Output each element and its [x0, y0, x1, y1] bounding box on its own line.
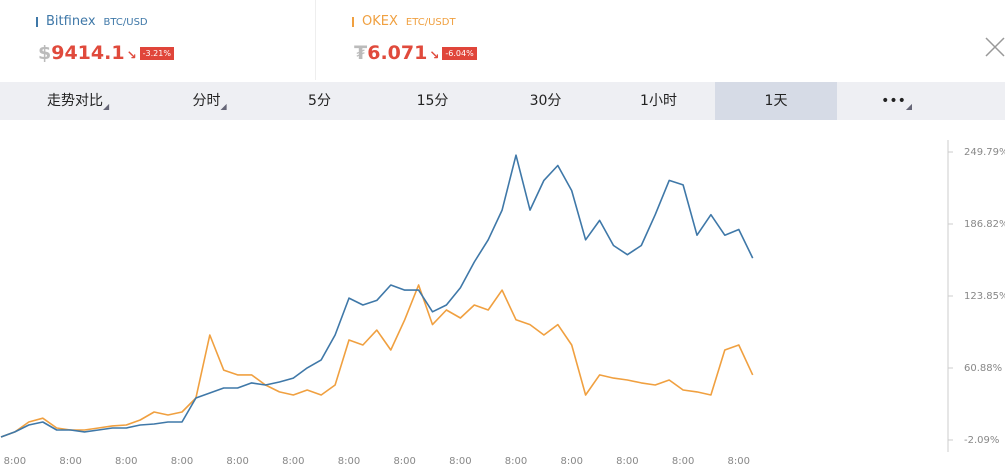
- tab-label: •••: [881, 93, 906, 109]
- tab-label: 30分: [529, 93, 562, 109]
- x-tick-label: 8:00: [282, 456, 304, 464]
- ticker-price-row: ₮6.071 ↘ -6.04%: [354, 42, 477, 64]
- ticker-price-row: $9414.1 ↘ -3.21%: [38, 42, 174, 64]
- x-tick-label: 8:00: [59, 456, 81, 464]
- tab-label: 15分: [416, 93, 449, 109]
- y-tick-label: -2.09%: [964, 435, 999, 446]
- x-tick-label: 8:00: [338, 456, 360, 464]
- x-tick-label: 8:00: [4, 456, 26, 464]
- y-tick-label: 123.85%: [964, 291, 1005, 302]
- change-badge: -3.21%: [139, 47, 174, 60]
- ticker-name: OKEX: [362, 14, 398, 29]
- x-tick-label: 8:00: [560, 456, 582, 464]
- tab[interactable]: 30分: [489, 82, 602, 120]
- color-bar: [36, 16, 38, 27]
- tab[interactable]: 5分: [263, 82, 376, 120]
- ticker-name-row: OKEX ETC/USDT: [352, 14, 456, 29]
- price: 6.071: [367, 42, 428, 64]
- y-tick-label: 249.79%: [964, 147, 1005, 158]
- x-tick-label: 8:00: [728, 456, 750, 464]
- tab-bar: 走势对比 ◢ 分时 ◢ 5分 15分 30分 1小时 1天 ••• ◢: [0, 82, 1005, 120]
- down-arrow: ↘: [429, 48, 440, 62]
- ticker: Bitfinex BTC/USD $9414.1 ↘ -3.21%: [0, 0, 316, 80]
- tab[interactable]: ••• ◢: [837, 82, 950, 120]
- tab[interactable]: 走势对比 ◢: [0, 82, 150, 120]
- color-bar: [352, 16, 354, 27]
- close-button[interactable]: [984, 36, 1005, 58]
- ticker-pair: ETC/USDT: [405, 17, 456, 28]
- ticker-name: Bitfinex: [46, 14, 96, 29]
- x-tick-label: 8:00: [505, 456, 527, 464]
- tab-label: 1天: [764, 93, 788, 109]
- x-tick-label: 8:00: [171, 456, 193, 464]
- y-tick-label: 186.82%: [964, 219, 1005, 230]
- x-tick-label: 8:00: [115, 456, 137, 464]
- tab[interactable]: 1小时: [602, 82, 715, 120]
- tab[interactable]: 分时 ◢: [150, 82, 263, 120]
- x-tick-label: 8:00: [672, 456, 694, 464]
- tab-label: 分时: [192, 93, 221, 109]
- tab-label: 5分: [308, 93, 331, 109]
- x-tick-label: 8:00: [393, 456, 415, 464]
- ticker-name-row: Bitfinex BTC/USD: [36, 14, 148, 29]
- currency: $: [38, 42, 52, 64]
- tab[interactable]: 1天: [715, 82, 837, 120]
- change-badge: -6.04%: [442, 47, 477, 60]
- tab-label: 走势对比: [47, 93, 103, 109]
- dropdown-indicator: ◢: [103, 102, 110, 111]
- tab-label: 1小时: [640, 93, 677, 109]
- y-tick-label: 60.88%: [964, 363, 1002, 374]
- currency: ₮: [354, 42, 368, 64]
- ticker-pair: BTC/USD: [103, 17, 148, 28]
- ticker: OKEX ETC/USDT ₮6.071 ↘ -6.04%: [316, 0, 631, 80]
- x-tick-label: 8:00: [226, 456, 248, 464]
- tab[interactable]: 15分: [376, 82, 489, 120]
- dropdown-indicator: ◢: [220, 102, 227, 111]
- dropdown-indicator: ◢: [905, 102, 913, 111]
- series-line: [0, 284, 754, 438]
- price: 9414.1: [51, 42, 125, 64]
- x-tick-label: 8:00: [616, 456, 638, 464]
- x-tick-label: 8:00: [449, 456, 471, 464]
- series-line: [0, 154, 754, 438]
- down-arrow: ↘: [126, 48, 137, 62]
